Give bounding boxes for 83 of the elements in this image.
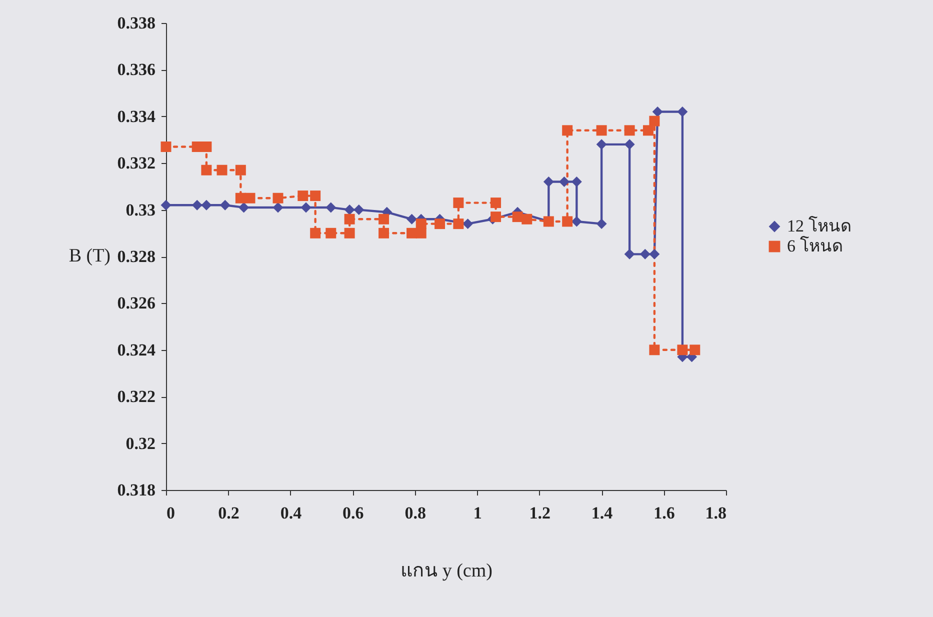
point	[235, 192, 246, 204]
point	[310, 190, 321, 202]
point	[649, 116, 660, 126]
point	[310, 228, 321, 238]
point	[344, 214, 355, 224]
point	[416, 218, 426, 230]
point	[326, 202, 336, 213]
y-tick-label: 0.326	[117, 294, 156, 313]
point	[596, 139, 607, 150]
y-tick-label: 0.324	[117, 340, 156, 360]
point	[326, 228, 336, 238]
y-tick-label: 0.32	[126, 434, 156, 453]
point	[649, 344, 660, 356]
point	[244, 192, 256, 204]
point	[201, 200, 212, 210]
point	[677, 106, 688, 117]
point	[596, 125, 607, 136]
point	[642, 125, 654, 136]
point	[378, 228, 390, 238]
point	[406, 214, 418, 224]
x-tick-label: 1.4	[591, 504, 614, 522]
point	[543, 176, 554, 188]
point	[624, 139, 635, 150]
point	[562, 216, 573, 227]
point	[652, 106, 663, 117]
point	[344, 228, 355, 238]
point	[462, 218, 474, 230]
point	[640, 248, 650, 260]
point	[406, 228, 418, 238]
point	[522, 214, 532, 224]
x-tick-label: 1.8	[705, 504, 726, 522]
point	[690, 344, 700, 356]
point	[354, 204, 364, 216]
point	[238, 202, 250, 213]
point	[558, 176, 570, 188]
x-axis-title: แกน y (cm)	[400, 560, 492, 582]
point	[677, 344, 688, 356]
y-tick-label: 0.334	[117, 106, 156, 126]
legend-label: 6 โหนด	[787, 236, 843, 256]
point	[201, 164, 212, 176]
point	[192, 200, 202, 210]
point	[490, 198, 502, 208]
point	[344, 204, 355, 216]
point	[562, 125, 573, 136]
x-tick-label: 1.2	[529, 504, 550, 522]
point	[434, 218, 446, 230]
point	[416, 228, 426, 238]
x-tick-label: 0.8	[404, 504, 426, 522]
point	[298, 190, 308, 202]
y-axis-title: B (T)	[68, 246, 110, 266]
x-tick-label: 1.6	[654, 504, 675, 522]
point	[453, 198, 464, 208]
y-tick-label: 0.318	[117, 480, 156, 500]
y-tick-label: 0.33	[126, 200, 156, 220]
y-tick-label: 0.336	[117, 60, 156, 80]
point	[649, 248, 660, 260]
y-tick-label: 0.322	[117, 387, 156, 406]
point	[624, 125, 635, 136]
point	[300, 202, 312, 213]
point	[272, 192, 284, 204]
point	[624, 248, 635, 260]
point	[571, 176, 582, 188]
point	[596, 218, 607, 230]
x-tick-label: 0.2	[218, 504, 240, 522]
point	[272, 202, 284, 213]
x-tick-label: 0	[166, 504, 175, 522]
x-tick-label: 0.4	[280, 504, 302, 522]
y-tick-label: 0.328	[117, 247, 156, 266]
y-tick-label: 0.332	[117, 154, 156, 173]
point	[453, 218, 464, 230]
point	[216, 164, 228, 176]
point	[220, 200, 230, 210]
point	[571, 216, 582, 227]
y-tick-label: 0.338	[117, 14, 156, 32]
point	[160, 142, 172, 152]
point	[490, 212, 502, 222]
point	[235, 164, 246, 176]
point	[201, 142, 212, 152]
x-tick-label: 1	[473, 504, 482, 522]
x-tick-label: 0.6	[342, 504, 364, 522]
legend-label: 12 โหนด	[787, 216, 852, 236]
point	[160, 200, 172, 210]
point	[378, 214, 390, 224]
